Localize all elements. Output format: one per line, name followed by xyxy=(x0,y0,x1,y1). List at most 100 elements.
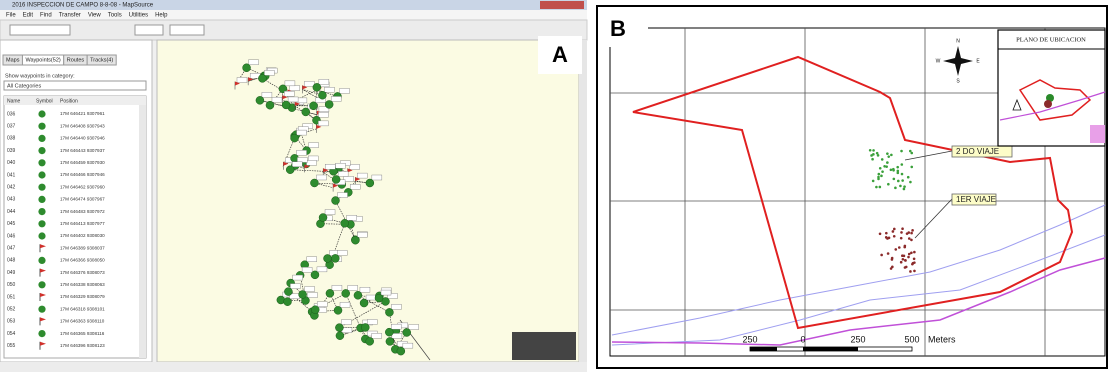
category-prompt: Show waypoints in category: xyxy=(5,73,75,79)
waypoint-label xyxy=(372,175,382,180)
tab[interactable]: Routes xyxy=(67,57,85,63)
scale-label: 0 xyxy=(800,334,805,344)
scale-label: 250 xyxy=(850,334,865,344)
green-point xyxy=(893,178,896,181)
status-bar xyxy=(0,362,587,372)
green-point xyxy=(901,179,904,182)
waypoint-label xyxy=(403,343,413,348)
waypoint-label xyxy=(331,96,341,101)
waypoint-label xyxy=(309,143,319,148)
column-header[interactable]: Symbol xyxy=(36,98,53,104)
waypoint-label xyxy=(350,184,360,189)
waypoint-label xyxy=(293,275,303,280)
green-point xyxy=(890,154,893,157)
waypoint-label xyxy=(332,285,342,290)
green-point xyxy=(887,155,890,158)
tab[interactable]: Waypoints(52) xyxy=(25,57,60,63)
tree-icon xyxy=(385,308,393,316)
green-point xyxy=(886,161,889,164)
tree-icon xyxy=(311,306,319,314)
map-view xyxy=(157,40,579,362)
waypoint-position: 17M 646365 9308116 xyxy=(60,331,105,336)
waypoint-label xyxy=(272,97,282,102)
waypoint-name: 047 xyxy=(7,246,16,252)
window-title: 2016 INSPECCION DE CAMPO 8-8-08 - MapSou… xyxy=(12,3,154,9)
figure: A 2016 INSPECCION DE CAMPO 8-8-08 - MapS… xyxy=(0,0,1113,372)
waypoint-name: 052 xyxy=(7,307,16,313)
waypoint-label xyxy=(325,164,335,169)
waypoint-label xyxy=(264,70,274,75)
tree-symbol xyxy=(38,171,45,178)
window-controls[interactable] xyxy=(540,1,584,9)
tree-symbol xyxy=(38,135,45,142)
green-point xyxy=(887,183,890,186)
menu-item[interactable]: Tools xyxy=(108,13,122,19)
zoom-select[interactable] xyxy=(135,25,163,35)
tree-icon xyxy=(310,179,318,187)
green-point xyxy=(903,188,906,191)
menu-item[interactable]: Utilities xyxy=(129,13,148,19)
green-point xyxy=(901,173,904,176)
red-point xyxy=(900,261,903,264)
tree-icon xyxy=(360,299,368,307)
tab[interactable]: Maps xyxy=(6,57,20,63)
waypoint-label xyxy=(381,290,391,295)
waypoint-label xyxy=(372,333,382,338)
waypoint-name: 046 xyxy=(7,233,16,239)
menu-item[interactable]: Transfer xyxy=(59,13,81,19)
tree-symbol xyxy=(38,208,45,215)
menu-item[interactable]: Help xyxy=(155,13,168,19)
green-point xyxy=(894,187,897,190)
panel-label: A xyxy=(552,42,568,67)
waypoint-position: 17M 646421 9307961 xyxy=(60,111,105,116)
green-point xyxy=(881,170,884,173)
inset-title: PLANO DE UBICACION xyxy=(1016,36,1086,43)
red-point xyxy=(887,252,890,255)
map-select[interactable] xyxy=(10,25,70,35)
waypoint-label xyxy=(340,302,350,307)
waypoint-label xyxy=(318,121,328,126)
tree-icon xyxy=(341,219,349,227)
green-point xyxy=(879,167,882,170)
category-value: All Categories xyxy=(7,83,41,89)
waypoint-label xyxy=(307,257,317,262)
column-header[interactable]: Position xyxy=(60,98,78,104)
compass-label: W xyxy=(936,58,941,64)
red-point xyxy=(898,246,901,249)
tree-icon xyxy=(291,134,299,142)
waypoint-label xyxy=(409,324,419,329)
menu-item[interactable]: Edit xyxy=(23,13,34,19)
waypoint-name: 036 xyxy=(7,111,16,117)
green-point xyxy=(910,152,913,155)
map-scrollbar[interactable] xyxy=(579,40,587,362)
toolbar xyxy=(0,20,587,40)
green-point xyxy=(872,149,875,152)
waypoint-label xyxy=(304,81,314,86)
scrollbar[interactable] xyxy=(139,105,146,358)
red-point xyxy=(890,267,893,270)
waypoint-position: 17M 646483 9307972 xyxy=(60,209,105,214)
red-point xyxy=(913,257,916,260)
waypoint-name: 051 xyxy=(7,294,16,300)
menu-item[interactable]: Find xyxy=(40,13,52,19)
scale-segment xyxy=(750,347,777,351)
waypoint-label xyxy=(297,150,307,155)
waypoint-label xyxy=(348,285,358,290)
waypoint-label xyxy=(288,97,298,102)
waypoint-label xyxy=(285,81,295,86)
tree-symbol xyxy=(38,110,45,117)
waypoint-label xyxy=(307,160,317,165)
tab[interactable]: Tracks(4) xyxy=(90,57,113,63)
green-point xyxy=(872,153,875,156)
waypoint-label xyxy=(249,60,259,65)
red-point xyxy=(913,251,916,254)
red-point xyxy=(885,232,888,235)
waypoint-position: 17M 646338 9308063 xyxy=(60,282,105,287)
column-header[interactable]: Name xyxy=(7,98,21,104)
menu-item[interactable]: File xyxy=(6,13,16,19)
waypoint-label xyxy=(317,302,327,307)
detail-select[interactable] xyxy=(170,25,204,35)
waypoint-name: 044 xyxy=(7,209,16,215)
tree-icon xyxy=(361,323,369,331)
menu-item[interactable]: View xyxy=(88,13,102,19)
